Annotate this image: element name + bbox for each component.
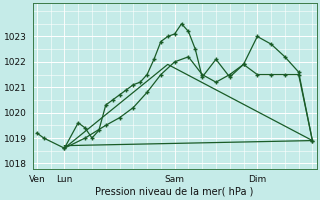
X-axis label: Pression niveau de la mer( hPa ): Pression niveau de la mer( hPa ) (95, 187, 254, 197)
